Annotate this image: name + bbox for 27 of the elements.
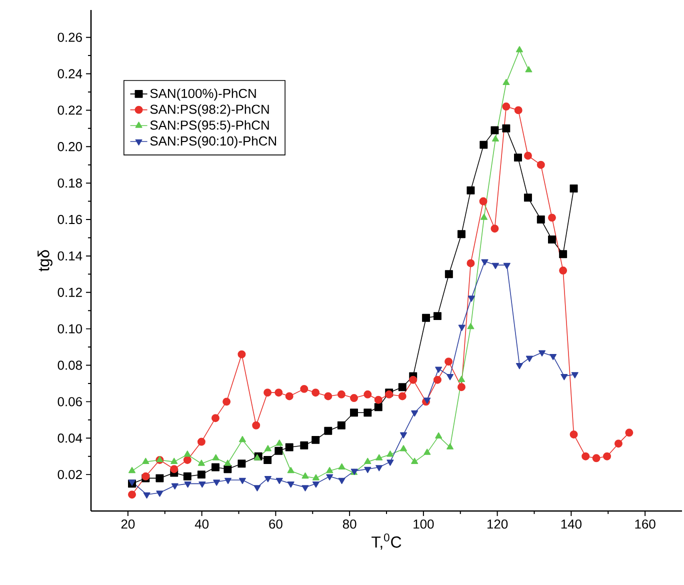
y-axis-title: tgδ bbox=[38, 250, 52, 272]
x-tick-label: 160 bbox=[635, 519, 656, 529]
y-tick-label: 0.22 bbox=[58, 106, 82, 115]
y-tick-label: 0.10 bbox=[58, 324, 82, 334]
legend-label: SAN:PS(95:5)-PhCN bbox=[150, 120, 269, 132]
x-tick-label: 120 bbox=[487, 519, 508, 529]
y-tick-label: 0.04 bbox=[58, 434, 82, 443]
x-tick-label: 60 bbox=[269, 519, 282, 529]
y-tick-label: 0.18 bbox=[58, 178, 82, 188]
x-tick-label: 100 bbox=[414, 519, 434, 529]
y-tick-label: 0.06 bbox=[58, 397, 82, 406]
y-tick-label: 0.12 bbox=[58, 288, 82, 297]
legend-label: SAN(100%)-PhCN bbox=[150, 88, 256, 101]
y-tick-label: 0.26 bbox=[58, 32, 82, 42]
x-tick-label: 20 bbox=[121, 519, 135, 529]
y-tick-label: 0.24 bbox=[58, 69, 82, 78]
x-axis-title: T,$^{0}$C bbox=[372, 534, 402, 550]
x-tick-label: 80 bbox=[342, 519, 356, 529]
legend-label: SAN:PS(90:10)-PhCN bbox=[150, 136, 276, 148]
y-tick-label: 0.14 bbox=[58, 251, 82, 261]
legend-label: SAN:PS(98:2)-PhCN bbox=[150, 104, 269, 116]
y-tick-label: 0.02 bbox=[58, 470, 82, 480]
y-tick-label: 0.16 bbox=[58, 214, 82, 224]
x-tick-label: 140 bbox=[561, 519, 582, 529]
x-tick-label: 40 bbox=[194, 519, 209, 529]
y-tick-label: 0.08 bbox=[58, 360, 82, 370]
y-tick-label: 0.20 bbox=[58, 142, 82, 152]
